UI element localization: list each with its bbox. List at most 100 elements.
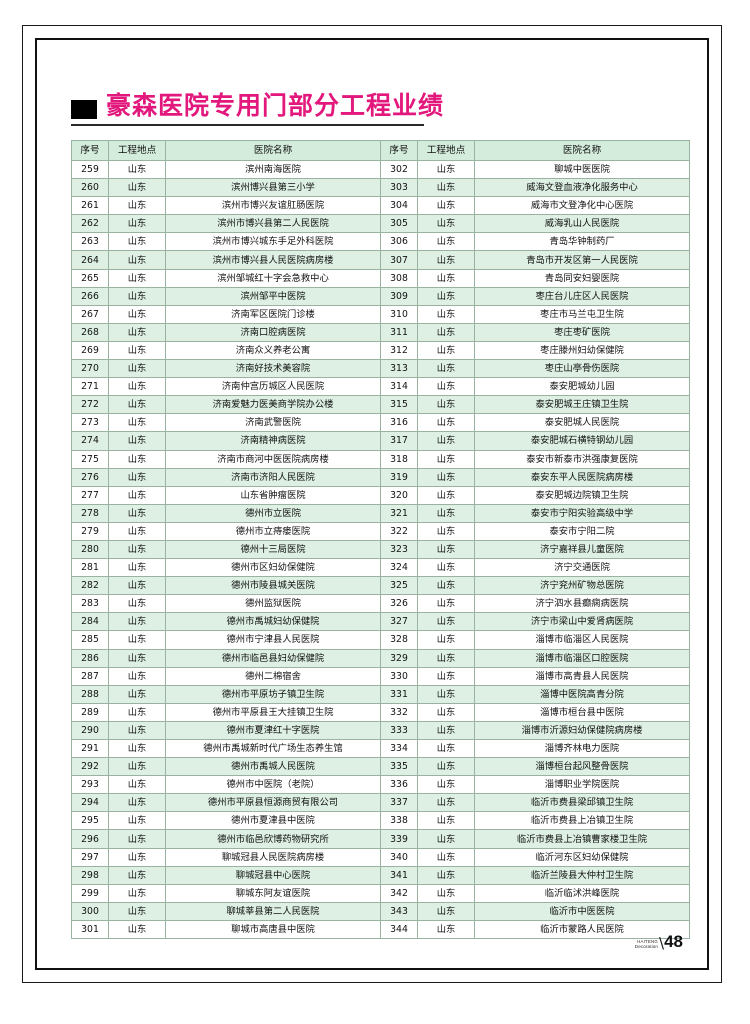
row-location-left: 山东	[108, 648, 166, 668]
row-num-left: 283	[71, 594, 109, 614]
row-location-right: 山东	[417, 558, 475, 578]
row-hospital-name-right: 临沂兰陵县大仲村卫生院	[474, 865, 690, 885]
table-row: 286 山东 德州市临邑县妇幼保健院 329 山东 淄博市临淄区口腔医院	[71, 648, 690, 668]
row-num-right: 343	[380, 901, 418, 921]
row-num-right: 317	[380, 431, 418, 451]
row-hospital-name-left: 滨州市博兴友谊肛肠医院	[165, 196, 381, 216]
row-hospital-name-right: 济宁嘉祥县儿童医院	[474, 539, 690, 560]
row-hospital-name-right: 济宁兖州矿物总医院	[474, 576, 690, 596]
row-hospital-name-left: 济南爱魅力医美商学院办公楼	[165, 395, 381, 415]
row-num-right: 311	[380, 322, 418, 342]
row-hospital-name-left: 滨州邹城红十字会急救中心	[165, 268, 381, 288]
page-content: 豪森医院专用门部分工程业绩 序号 工程地点 医院名称 序号 工程地点 医院名称	[37, 40, 707, 968]
row-num-left: 270	[71, 359, 109, 379]
header-location-right: 工程地点	[417, 140, 475, 161]
row-num-right: 316	[380, 413, 418, 433]
table-row: 279 山东 德州市立痔瘘医院 322 山东 泰安市宁阳二院	[71, 521, 690, 541]
table-row: 290 山东 德州市夏津红十字医院 333 山东 淄博市沂源妇幼保健院病房楼	[71, 720, 690, 741]
row-location-right: 山东	[417, 232, 475, 252]
row-num-right: 336	[380, 775, 418, 795]
row-location-right: 山东	[417, 322, 475, 342]
table-row: 284 山东 德州市禹城妇幼保健院 327 山东 济宁市梁山中爱肾病医院	[71, 612, 690, 632]
row-hospital-name-left: 济南武警医院	[165, 413, 381, 433]
row-num-right: 333	[380, 720, 418, 741]
row-hospital-name-right: 济宁市梁山中爱肾病医院	[474, 612, 690, 632]
header-location-left: 工程地点	[108, 140, 166, 161]
table-row: 269 山东 济南众义养老公寓 312 山东 枣庄滕州妇幼保健院	[71, 340, 690, 361]
row-num-right: 303	[380, 178, 418, 198]
table-header-row: 序号 工程地点 医院名称 序号 工程地点 医院名称	[71, 140, 690, 161]
row-hospital-name-left: 聊城冠县中心医院	[165, 865, 381, 885]
row-hospital-name-right: 枣庄枣矿医院	[474, 322, 690, 342]
row-location-right: 山东	[417, 304, 475, 324]
row-num-left: 269	[71, 340, 109, 361]
row-num-left: 289	[71, 702, 109, 722]
row-location-right: 山东	[417, 775, 475, 795]
row-num-left: 274	[71, 431, 109, 451]
row-num-left: 273	[71, 413, 109, 433]
row-num-left: 277	[71, 485, 109, 505]
row-num-left: 259	[71, 159, 109, 180]
row-location-right: 山东	[417, 757, 475, 777]
row-hospital-name-right: 淄博中医院高青分院	[474, 684, 690, 704]
row-location-right: 山东	[417, 286, 475, 306]
row-num-right: 341	[380, 865, 418, 885]
row-hospital-name-left: 聊城冠县人民医院病房楼	[165, 847, 381, 867]
row-num-right: 342	[380, 883, 418, 903]
header-hospital-name-right: 医院名称	[474, 140, 690, 161]
row-location-left: 山东	[108, 413, 166, 433]
row-num-right: 307	[380, 250, 418, 270]
table-row: 295 山东 德州市夏津县中医院 338 山东 临沂市费县上冶镇卫生院	[71, 811, 690, 831]
brand-name-line2: Decoration	[634, 943, 659, 949]
table-body: 259 山东 滨州南海医院 302 山东 聊城中医医院 260 山东 滨州博兴县第三小学 303 山…	[71, 159, 690, 940]
row-location-right: 山东	[417, 630, 475, 650]
row-num-left: 293	[71, 775, 109, 795]
row-location-left: 山东	[108, 576, 166, 596]
row-location-left: 山东	[108, 521, 166, 541]
row-hospital-name-right: 泰安肥城人民医院	[474, 413, 690, 433]
row-num-left: 301	[71, 919, 109, 940]
row-num-right: 339	[380, 829, 418, 849]
row-location-left: 山东	[108, 865, 166, 885]
row-location-left: 山东	[108, 630, 166, 650]
brand-slash-icon: \	[659, 934, 665, 952]
table-row: 271 山东 济南仲宫历城区人民医院 314 山东 泰安肥城幼儿园	[71, 377, 690, 397]
row-hospital-name-right: 枣庄台儿庄区人民医院	[474, 286, 690, 306]
row-hospital-name-right: 淄博齐林电力医院	[474, 738, 690, 759]
row-num-left: 284	[71, 612, 109, 632]
row-num-right: 320	[380, 485, 418, 505]
row-hospital-name-left: 滨州市博兴县第二人民医院	[165, 214, 381, 234]
table-row: 278 山东 德州市立医院 321 山东 泰安市宁阳实验高级中学	[71, 503, 690, 523]
row-location-left: 山东	[108, 594, 166, 614]
table-row: 275 山东 济南市商河中医医院病房楼 318 山东 泰安市新泰市洪强康复医院	[71, 449, 690, 469]
row-hospital-name-left: 滨州南海医院	[165, 159, 381, 180]
row-num-right: 318	[380, 449, 418, 469]
row-location-left: 山东	[108, 304, 166, 324]
row-hospital-name-right: 泰安市宁阳二院	[474, 521, 690, 541]
row-hospital-name-right: 泰安肥城幼儿园	[474, 377, 690, 397]
row-location-left: 山东	[108, 558, 166, 578]
row-location-left: 山东	[108, 159, 166, 180]
table-row: 287 山东 德州二棉宿舍 330 山东 淄博市高青县人民医院	[71, 666, 690, 686]
row-hospital-name-left: 德州市禹城新时代广场生态养生馆	[165, 738, 381, 759]
row-num-left: 285	[71, 630, 109, 650]
row-hospital-name-left: 德州市平原县王大挂镇卫生院	[165, 702, 381, 722]
row-hospital-name-right: 临沂市费县梁邱镇卫生院	[474, 793, 690, 813]
row-location-right: 山东	[417, 159, 475, 180]
page-title-row: 豪森医院专用门部分工程业绩	[71, 85, 631, 121]
row-location-left: 山东	[108, 359, 166, 379]
row-location-right: 山东	[417, 720, 475, 741]
row-location-right: 山东	[417, 178, 475, 198]
table-row: 281 山东 德州市区妇幼保健院 324 山东 济宁交通医院	[71, 558, 690, 578]
row-location-left: 山东	[108, 503, 166, 523]
row-location-left: 山东	[108, 395, 166, 415]
table-head: 序号 工程地点 医院名称 序号 工程地点 医院名称	[71, 140, 690, 161]
row-hospital-name-left: 滨州邹平中医院	[165, 286, 381, 306]
row-location-right: 山东	[417, 250, 475, 270]
table-row: 272 山东 济南爱魅力医美商学院办公楼 315 山东 泰安肥城王庄镇卫生院	[71, 395, 690, 415]
row-hospital-name-right: 淄博职业学院医院	[474, 775, 690, 795]
row-hospital-name-right: 临沂临沭洪峰医院	[474, 883, 690, 903]
row-num-right: 314	[380, 377, 418, 397]
table-row: 276 山东 济南市济阳人民医院 319 山东 泰安东平人民医院病房楼	[71, 467, 690, 487]
row-location-left: 山东	[108, 757, 166, 777]
